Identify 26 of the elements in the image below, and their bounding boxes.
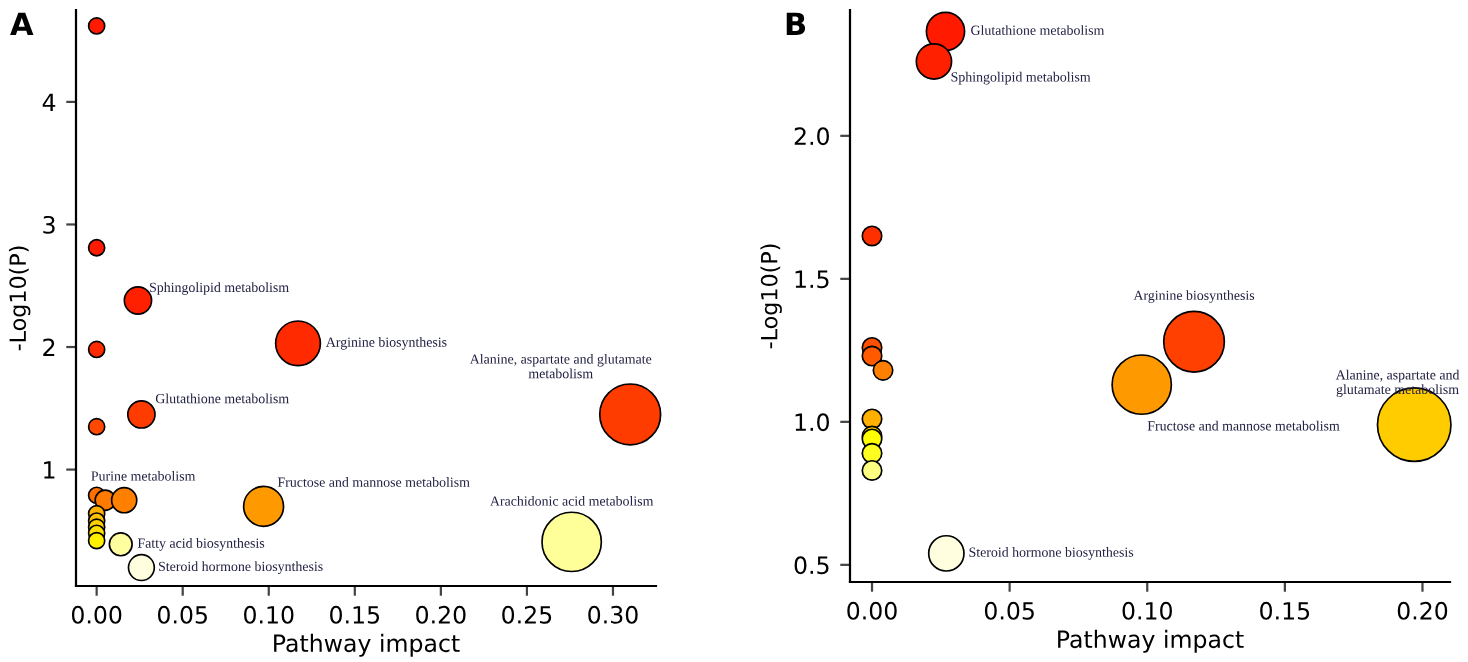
x-tick-label: 0.15 bbox=[1260, 601, 1310, 620]
chart-title: A bbox=[10, 12, 34, 35]
x-tick-label: 0.05 bbox=[984, 601, 1034, 620]
x-tick-label: 0.15 bbox=[330, 605, 380, 624]
x-tick-label: 0.05 bbox=[157, 605, 207, 624]
x-tick-label: 0.10 bbox=[244, 605, 294, 624]
y-tick-label: 0.5 bbox=[794, 556, 829, 575]
x-tick-label: 0.00 bbox=[71, 605, 122, 624]
y-tick-label: 1.5 bbox=[795, 270, 829, 289]
y-axis-title: -Log10(P) bbox=[760, 244, 782, 349]
x-tick-label: 0.30 bbox=[588, 605, 638, 624]
x-tick-label: 0.20 bbox=[1397, 601, 1448, 620]
y-tick-label: 2 bbox=[43, 338, 55, 356]
y-tick-label: 1.0 bbox=[795, 413, 829, 432]
y-tick-label: 2.0 bbox=[794, 127, 829, 146]
x-tick-label: 0.25 bbox=[502, 605, 552, 624]
x-tick-label: 0.10 bbox=[1122, 601, 1172, 620]
y-axis-title: -Log10(P) bbox=[8, 246, 31, 351]
chart-title: B bbox=[786, 12, 806, 35]
x-tick-label: 0.00 bbox=[847, 601, 897, 620]
x-axis-title: Pathway impact bbox=[1058, 629, 1244, 653]
x-tick-label: 0.20 bbox=[416, 605, 466, 624]
y-tick-label: 3 bbox=[43, 215, 55, 234]
x-axis-title: Pathway impact bbox=[274, 633, 460, 657]
y-tick-label: 1 bbox=[44, 461, 55, 479]
y-tick-label: 4 bbox=[42, 93, 56, 111]
